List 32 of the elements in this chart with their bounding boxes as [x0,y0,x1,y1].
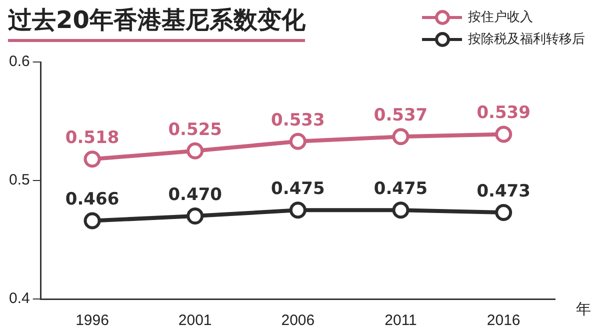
x-tick-label: 2006 [281,312,315,330]
y-tick-label: 0.6 [8,53,30,70]
data-label: 0.470 [168,184,222,205]
point [186,142,204,160]
point [289,202,306,219]
data-label: 0.539 [476,103,530,124]
point [392,128,410,146]
data-label: 0.533 [271,110,325,130]
data-label: 0.537 [374,106,428,126]
point [495,126,512,143]
y-tick-label: 0.4 [8,290,30,308]
data-label: 0.466 [65,190,120,210]
y-tick-label: 0.5 [8,172,30,189]
x-tick-label: 2001 [178,312,212,330]
point [495,204,512,221]
point [84,150,101,168]
data-label: 0.518 [65,128,120,148]
chart-title: 过去20年香港基尼系数变化 [8,4,306,42]
data-label: 0.525 [168,120,222,140]
x-tick-label: 2016 [486,312,520,330]
legend-label: 按除税及福利转移后 [468,31,585,48]
x-tick-label: 1996 [76,312,109,330]
legend-label: 按住户收入 [468,9,533,26]
data-label: 0.475 [374,179,428,200]
point [392,202,410,219]
point [84,212,101,230]
point [289,132,306,150]
point [186,208,204,225]
data-label: 0.475 [271,179,325,200]
x-tick-label: 2011 [384,312,417,330]
data-label: 0.473 [476,181,530,202]
x-axis-title: 年 [576,300,591,319]
